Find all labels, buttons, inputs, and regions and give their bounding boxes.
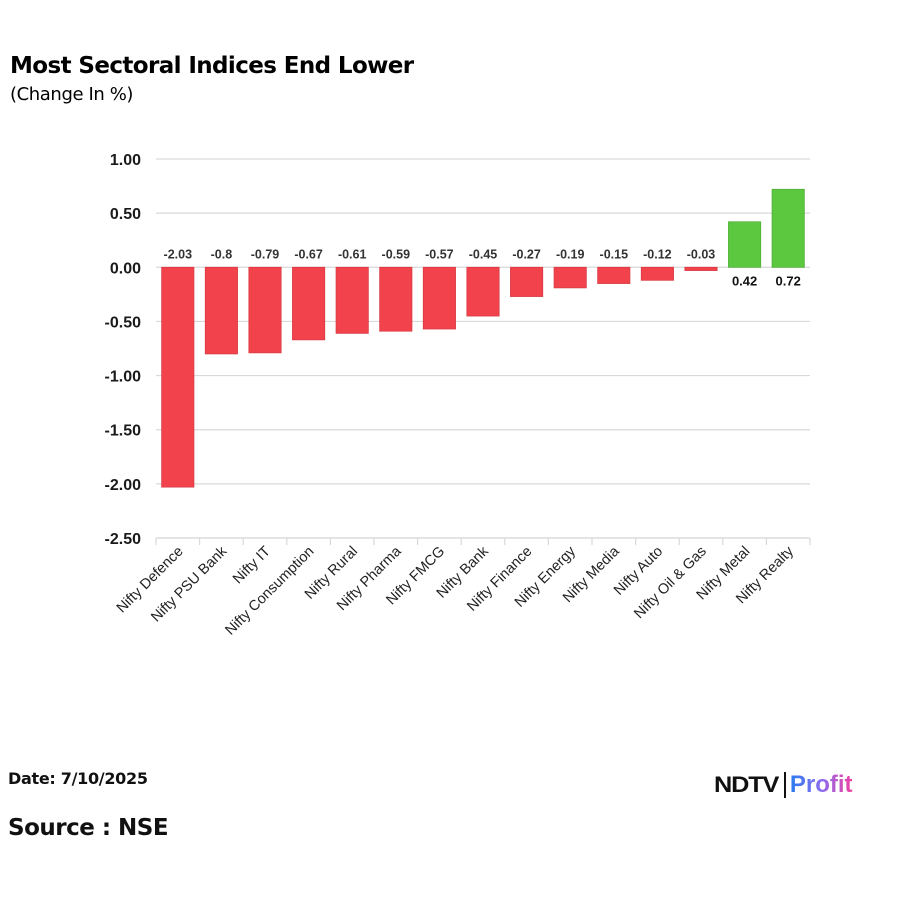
x-axis [155, 537, 811, 545]
x-tick-label: Nifty IT [230, 543, 274, 587]
y-axis-tick-labels: 1.00 0.50 0.00 -0.50 -1.00 -1.50 -2.00 -2.50 [105, 152, 142, 548]
bars [161, 188, 805, 488]
logo-divider [783, 772, 786, 798]
logo-profit-text: Profit [789, 771, 853, 798]
data-label: 0.72 [776, 273, 801, 288]
data-label: -0.67 [294, 247, 323, 261]
y-tick-label: 0.50 [110, 206, 141, 223]
logo-ndtv-text: NDTV [714, 772, 779, 797]
data-label: -0.27 [512, 247, 541, 261]
data-label: -0.03 [687, 247, 716, 261]
data-label: -0.12 [643, 247, 672, 261]
data-labels: -2.03 -0.8 -0.79 -0.67 -0.61 -0.59 -0.57 -0.45-… [164, 247, 801, 288]
date-label: Date: 7/10/2025 [8, 769, 148, 788]
source-label: Source : NSE [8, 815, 169, 841]
y-tick-label: -0.50 [105, 314, 142, 331]
bar-nifty-psu-bank [204, 266, 238, 355]
bar-nifty-oil-gas [684, 266, 718, 271]
bar-nifty-auto [640, 266, 674, 281]
y-tick-label: 0.00 [110, 260, 141, 277]
bar-nifty-fmcg [422, 266, 456, 330]
data-label: -0.15 [600, 247, 629, 261]
bar-nifty-it [248, 266, 282, 354]
data-label: -0.57 [425, 247, 454, 261]
bar-nifty-finance [510, 266, 544, 297]
bar-nifty-metal [728, 221, 762, 268]
bar-nifty-rural [335, 266, 369, 334]
data-label: -0.79 [251, 247, 280, 261]
y-tick-label: -1.50 [105, 423, 142, 440]
bar-nifty-energy [553, 266, 587, 289]
bar-nifty-realty [771, 188, 805, 268]
y-tick-label: -1.00 [105, 369, 142, 386]
ndtv-profit-logo: NDTV Profit [714, 770, 853, 800]
data-label: -0.61 [338, 247, 367, 261]
chart-title: Most Sectoral Indices End Lower [10, 53, 414, 79]
y-tick-label: -2.50 [105, 531, 142, 548]
data-label: -0.8 [211, 247, 233, 261]
data-label: -0.45 [469, 247, 498, 261]
data-label: -2.03 [164, 247, 193, 261]
data-label: 0.42 [732, 273, 757, 288]
data-label: -0.19 [556, 247, 585, 261]
bar-nifty-media [597, 266, 631, 284]
chart-subtitle: (Change In %) [10, 84, 134, 105]
bar-nifty-consumption [292, 266, 326, 341]
bar-nifty-pharma [379, 266, 413, 332]
bar-nifty-defence [161, 266, 195, 488]
y-tick-label: 1.00 [110, 152, 141, 169]
x-tick-label: Nifty PSU Bank [148, 543, 230, 625]
y-tick-label: -2.00 [105, 477, 142, 494]
bar-nifty-bank [466, 266, 500, 317]
bar-chart: 1.00 0.50 0.00 -0.50 -1.00 -1.50 -2.00 -2.50 -2… [105, 152, 811, 639]
data-label: -0.59 [382, 247, 411, 261]
